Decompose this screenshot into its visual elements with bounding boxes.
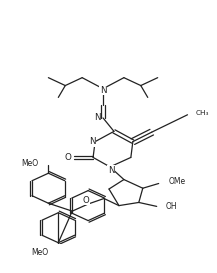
Text: MeO: MeO	[21, 159, 38, 168]
Text: O: O	[65, 153, 72, 162]
Text: O: O	[83, 195, 90, 204]
Text: N: N	[108, 165, 114, 174]
Text: MeO: MeO	[31, 248, 48, 257]
Text: N: N	[100, 86, 106, 95]
Text: N: N	[94, 114, 100, 122]
Text: OH: OH	[166, 202, 177, 211]
Text: CH₃: CH₃	[196, 110, 209, 116]
Text: N: N	[89, 137, 95, 146]
Text: OMe: OMe	[169, 177, 186, 186]
